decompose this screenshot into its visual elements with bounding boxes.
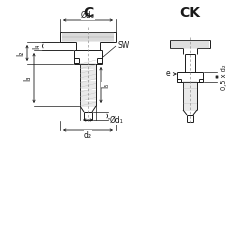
Text: Ød₁: Ød₁ <box>110 116 124 124</box>
Text: CK: CK <box>180 6 201 20</box>
Text: l₅: l₅ <box>102 82 110 88</box>
Text: l₁: l₁ <box>108 114 118 119</box>
Text: l₂: l₂ <box>16 50 26 56</box>
Text: Ød₃: Ød₃ <box>81 10 95 20</box>
Text: e: e <box>166 70 170 78</box>
Text: l₃: l₃ <box>24 75 32 81</box>
Text: SW: SW <box>118 42 130 50</box>
Text: 0,5 x d₂: 0,5 x d₂ <box>221 64 227 90</box>
Text: d₂: d₂ <box>84 130 92 140</box>
Text: C: C <box>83 6 93 20</box>
Text: l₄: l₄ <box>32 44 42 49</box>
